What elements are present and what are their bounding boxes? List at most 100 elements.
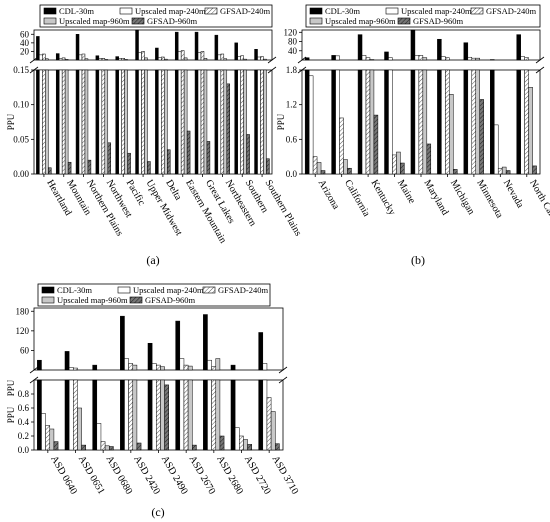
bar-upper [467,56,473,61]
bar-upper [418,55,424,61]
bar-upper [124,358,129,371]
bar [343,159,348,175]
bar-upper [64,59,69,61]
bar [115,69,119,175]
bar-upper [128,363,134,371]
chart-c: CDL-30m Upscaled map-240m GFSAD-240m Upscal… [6,283,300,519]
bar [78,69,83,175]
bar-upper [516,34,521,61]
bar [369,69,375,175]
bar [211,379,217,451]
bar [266,397,272,451]
bar [155,69,159,175]
legend-swatch [204,7,218,15]
bar-upper [240,55,244,61]
bar-upper [147,342,153,371]
bar [179,379,185,451]
bar [237,69,241,175]
bar [81,69,86,175]
bar-upper [179,358,185,371]
bar [449,94,454,175]
bar-upper [422,57,428,61]
bar [121,69,125,175]
bar [453,169,458,175]
bar [528,87,533,175]
legend-label: Upscaled map-240m [135,6,206,16]
bar-upper [183,364,189,371]
upper-frame [33,307,284,371]
bar-upper [180,50,185,61]
bar [304,69,310,175]
bar [266,158,270,175]
legend-swatch [131,17,145,25]
bar-upper [520,56,525,61]
legend-item: Upscaled map-240m [117,285,204,295]
x-tick-label: Arizona [316,178,342,212]
bar [388,69,393,175]
x-tick-label: ASD 2680 [214,454,245,496]
bar-upper [121,58,125,61]
bar [48,167,52,175]
lower-frame [33,69,273,175]
y-tick-label: 0.8 [18,389,30,399]
bar [223,69,228,175]
bar-upper [101,58,106,61]
legend-swatch [41,286,55,294]
bar-upper [388,57,393,61]
legend-label: GFSAD-240m [218,285,268,295]
bar [479,99,484,175]
bar [39,69,43,175]
bar [384,69,389,175]
legend-label: Upscaled map-240m [401,6,472,16]
bar-upper [203,58,208,61]
bar [260,69,264,175]
y-tick-label: 0.00 [13,169,29,179]
bar [118,69,122,175]
legend-item: GFSAD-240m [204,6,270,16]
x-tick-label: ASD 0680 [104,454,135,496]
legend-label: GFSAD-960m [413,16,463,26]
bar-upper [197,52,202,61]
bar [138,69,142,175]
bar [335,69,340,175]
bar-upper [161,56,165,61]
bar-upper [258,332,264,371]
legend-item: GFSAD-240m [470,6,536,16]
legend-swatch [43,7,57,15]
legend-item: GFSAD-960m [397,16,463,26]
bar [445,69,450,175]
bar [203,69,208,175]
bar-upper [158,57,162,61]
bar [501,166,507,175]
bar [160,379,165,451]
bar [437,69,442,175]
bar [127,152,131,175]
bar [109,446,114,451]
bar [135,69,139,175]
bar [107,142,112,175]
y-axis-label-upper: PPU [6,379,16,396]
bar [84,69,89,175]
bar [53,441,59,451]
y-tick-label: 0.05 [13,134,29,144]
bar [312,156,318,175]
legend-label: Upscaled map-960m [57,295,128,305]
bar [357,69,363,175]
bar-upper [36,36,40,61]
bar-upper [183,57,188,61]
bar-upper [203,314,208,371]
bar [45,69,49,175]
bar [87,159,92,175]
bars [304,29,537,175]
upper-frame [33,29,273,61]
legend-label: GFSAD-240m [220,6,270,16]
bars [37,314,280,451]
legend-label: GFSAD-960m [147,16,197,26]
legend-label: Upscaled map-960m [325,16,396,26]
legend-item: CDL-30m [43,6,94,16]
bar [141,69,145,175]
bar [96,423,102,451]
bar [414,69,420,175]
legend-swatch [309,17,323,25]
bar-upper [471,57,476,61]
